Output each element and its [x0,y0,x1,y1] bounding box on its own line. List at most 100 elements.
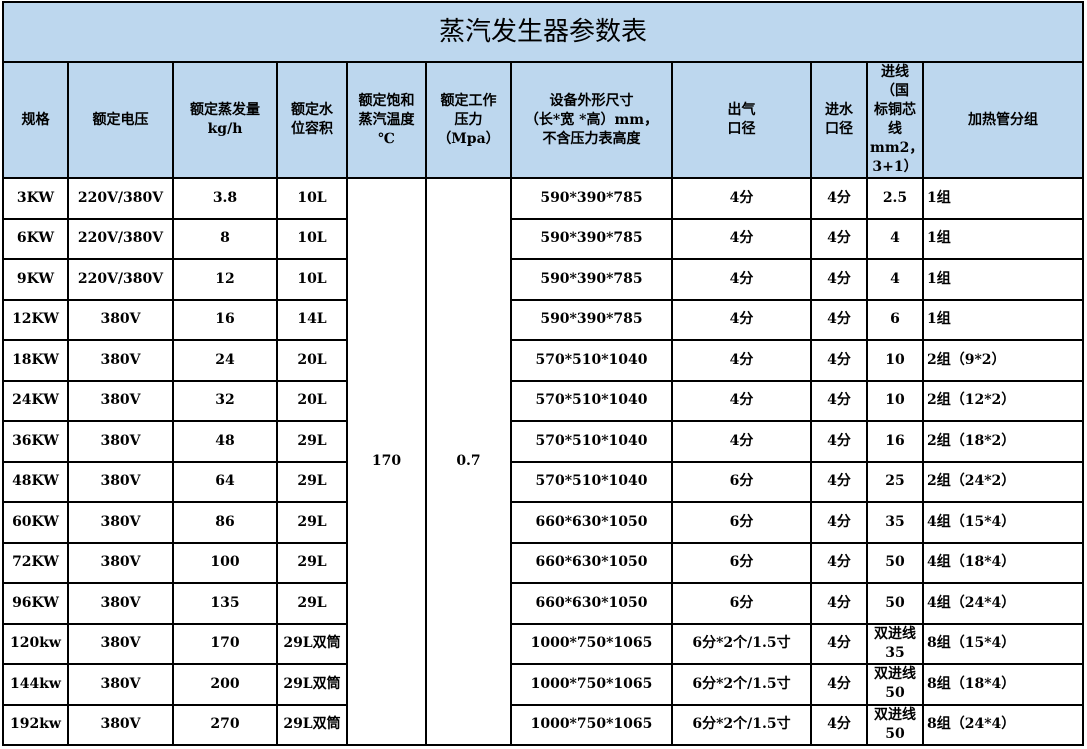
column-header: 出气 口径 [671,61,812,179]
table-cell: 29L双筒 [276,622,348,665]
table-row: 18KW 380V 24 20L 570*510*1040 4分 4分 10 2组（9*2） [2,339,1085,382]
table-cell: 590*390*785 [510,258,673,301]
table-cell: 10 [866,339,924,382]
column-header: 额定水 位容积 [276,61,348,179]
table-cell: 4分 [810,298,868,341]
table-row: 3KW 220V/380V 3.8 10L 170 0.7 590*390*785 4分 4分 2… [2,177,1085,746]
table-row: 48KW 380V 64 29L 570*510*1040 6分 4分 25 2组（24*2） [2,460,1085,503]
table-cell: 29L双筒 [276,703,348,746]
table-cell: 36KW [2,420,69,463]
table-cell: 570*510*1040 [510,379,673,422]
table-cell: 6分 [671,541,812,584]
table-row: 6KW 220V/380V 8 10L 590*390*785 4分 4分 4 1组 [2,217,1085,260]
table-cell: 4组（15*4） [921,501,1085,544]
column-header: 额定工作 压力 （Mpa） [425,61,512,179]
table-cell: 4组（18*4） [921,541,1085,584]
table-cell: 8组（24*4） [921,703,1085,746]
table-cell: 4分 [810,258,868,301]
table-cell: 380V [67,663,174,706]
table-cell: 12KW [2,298,69,341]
table-cell: 10 [866,379,924,422]
table-cell: 590*390*785 [510,177,673,220]
table-cell: 4分 [810,217,868,260]
header-row: 规格 额定电压 额定蒸发量 kg/h 额定水 位容积 额定饱和 蒸汽温度 ℃ 额定工作 压… [2,61,1085,179]
table-cell: 16 [172,298,278,341]
table-cell: 135 [172,582,278,625]
table-cell: 29L [276,420,348,463]
column-header: 额定蒸发量 kg/h [172,61,278,179]
table-row: 96KW 380V 135 29L 660*630*1050 6分 4分 50 4组（24*4） [2,582,1085,625]
table-cell: 380V [67,622,174,665]
table-row: 36KW 380V 48 29L 570*510*1040 4分 4分 16 2组（18*2） [2,420,1085,463]
table-cell: 1000*750*1065 [510,703,673,746]
table-row: 192kw 380V 270 29L双筒 1000*750*1065 6分*2个/1.5寸… [2,703,1085,746]
table-cell: 50 [866,541,924,584]
table-cell: 380V [67,703,174,746]
table-cell: 660*630*1050 [510,541,673,584]
table-cell: 32 [172,379,278,422]
table-cell: 12 [172,258,278,301]
table-row: 72KW 380V 100 29L 660*630*1050 6分 4分 50 4组（18*4） [2,541,1085,584]
table-cell: 6分*2个/1.5寸 [671,622,812,665]
table-cell: 8 [172,217,278,260]
table-cell: 10L [276,217,348,260]
table-cell: 4分 [810,582,868,625]
table-cell: 270 [172,703,278,746]
table-cell: 1000*750*1065 [510,622,673,665]
table-cell: 72KW [2,541,69,584]
table-cell: 220V/380V [67,177,174,220]
table-cell: 4 [866,258,924,301]
table-cell: 16 [866,420,924,463]
table-cell: 660*630*1050 [510,582,673,625]
table-cell: 14L [276,298,348,341]
table-cell: 380V [67,339,174,382]
table-cell: 6分*2个/1.5寸 [671,703,812,746]
table-cell: 2.5 [866,177,924,220]
table-cell: 1000*750*1065 [510,663,673,706]
table-cell: 144kw [2,663,69,706]
table-cell: 4组（24*4） [921,582,1085,625]
table-cell: 380V [67,298,174,341]
column-header: 额定饱和 蒸汽温度 ℃ [346,61,427,179]
table-cell: 380V [67,541,174,584]
table-cell: 4分 [810,460,868,503]
table-cell: 4分 [810,420,868,463]
table-cell: 6分 [671,501,812,544]
table-cell: 4 [866,217,924,260]
table-cell: 29L双筒 [276,663,348,706]
table-cell: 24KW [2,379,69,422]
column-header: 加热管分组 [921,61,1085,179]
table-cell: 双进线50 [866,703,924,746]
table-cell: 6KW [2,217,69,260]
table-cell: 380V [67,379,174,422]
table-cell: 29L [276,582,348,625]
table-cell: 29L [276,460,348,503]
table-cell: 660*630*1050 [510,501,673,544]
table-cell: 200 [172,663,278,706]
table-cell: 24 [172,339,278,382]
table-cell: 4分 [810,339,868,382]
table-cell: 4分 [810,541,868,584]
table-cell: 192kw [2,703,69,746]
table-cell: 4分 [810,501,868,544]
table-row: 24KW 380V 32 20L 570*510*1040 4分 4分 10 2组（12*2） [2,379,1085,422]
table-title: 蒸汽发生器参数表 [1,1,1085,63]
table-cell: 6分 [671,460,812,503]
table-cell: 120kw [2,622,69,665]
table-cell: 4分 [671,420,812,463]
table-cell: 380V [67,582,174,625]
table-body: 3KW 220V/380V 3.8 10L 170 0.7 590*390*785 4分 4分 2… [2,177,1085,746]
table-cell: 4分 [671,258,812,301]
table-cell: 4分 [671,177,812,220]
table-cell: 2组（9*2） [921,339,1085,382]
table-row: 12KW 380V 16 14L 590*390*785 4分 4分 6 1组 [2,298,1085,341]
table-cell: 1组 [921,177,1085,220]
table-cell: 4分 [671,298,812,341]
table-cell: 4分 [671,217,812,260]
table-cell: 1组 [921,298,1085,341]
table-cell: 4分 [671,379,812,422]
pressure-merged-cell: 0.7 [425,177,512,746]
table-row: 144kw 380V 200 29L双筒 1000*750*1065 6分*2个/1.5寸… [2,663,1085,706]
table-cell: 2组（12*2） [921,379,1085,422]
table-cell: 29L [276,541,348,584]
